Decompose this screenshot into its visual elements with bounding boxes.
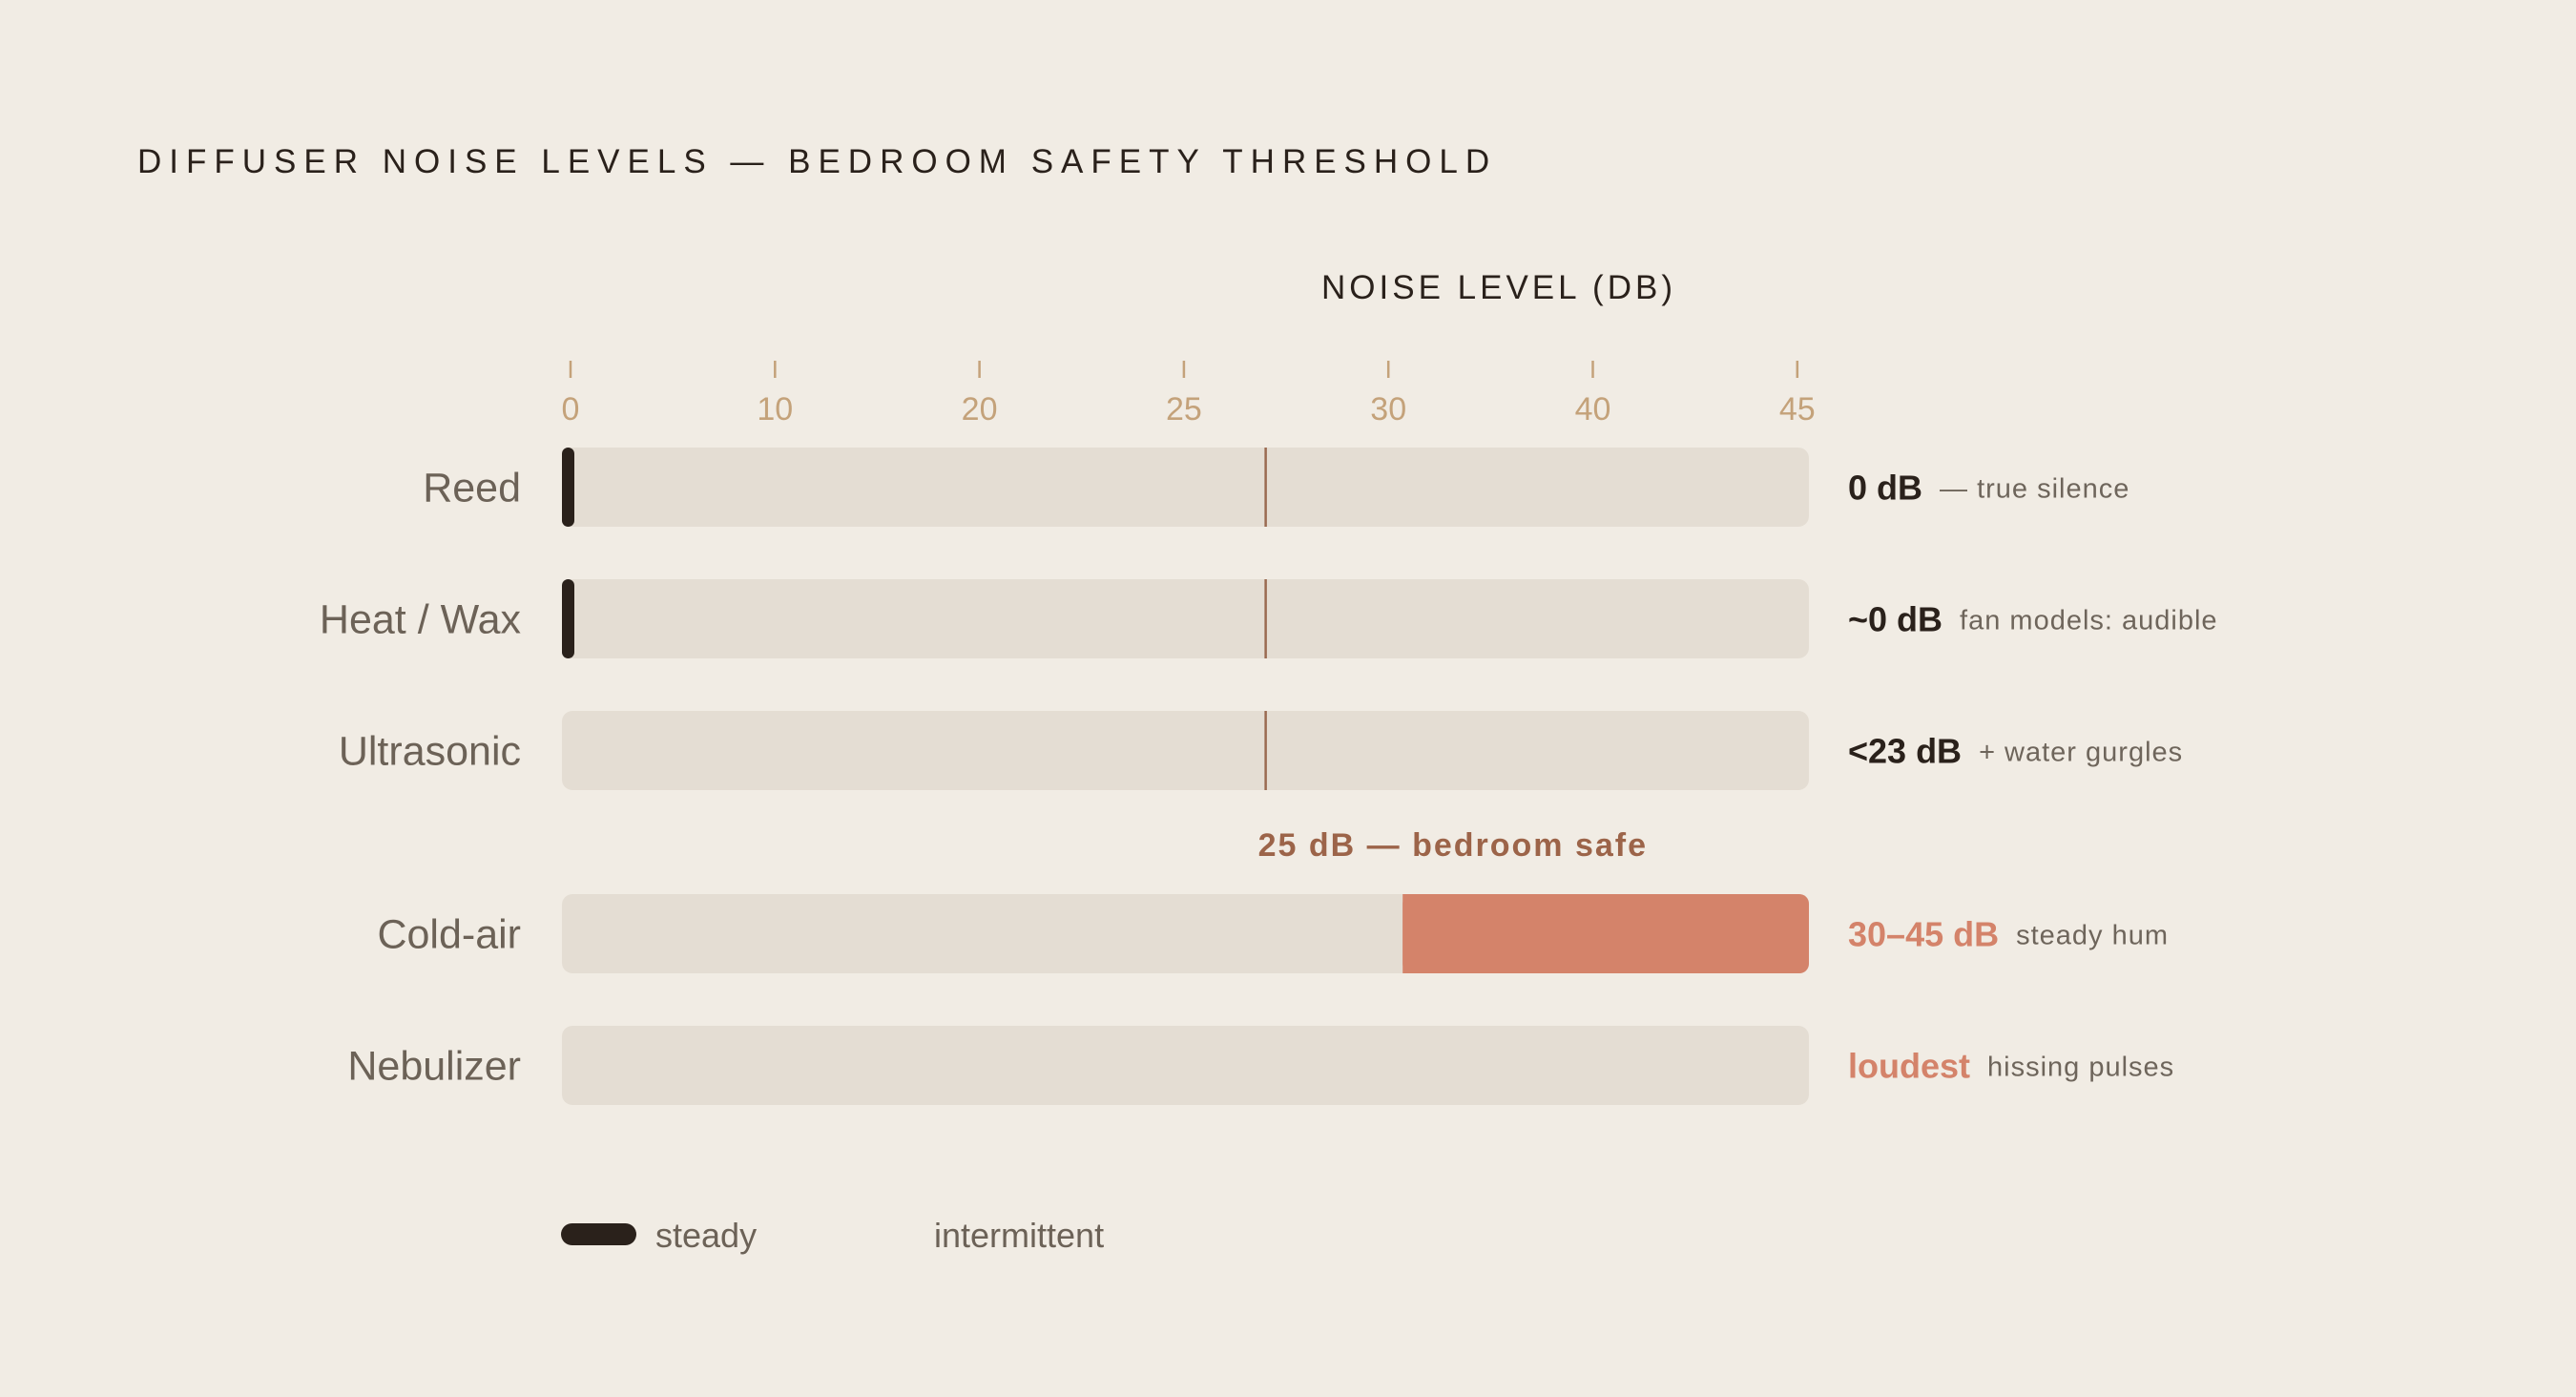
- note-label: — true silence: [1940, 474, 2129, 505]
- note-label: hissing pulses: [1987, 1053, 2174, 1083]
- note-label: steady hum: [2016, 921, 2169, 951]
- x-tick-label: 45: [1779, 391, 1816, 427]
- legend-swatch-steady: [561, 1223, 636, 1245]
- bar-row: Reed 0 dB — true silence: [423, 448, 2129, 527]
- bar-row: Cold-air 30–45 dB steady hum: [377, 894, 2169, 973]
- category-label: Reed: [423, 466, 521, 511]
- x-tick-label: 10: [757, 391, 793, 427]
- x-axis-title: NOISE LEVEL (DB): [1321, 269, 1676, 306]
- x-tick-label: 20: [962, 391, 998, 427]
- bar-track: [562, 711, 1809, 790]
- x-tick-label: 0: [562, 391, 580, 427]
- chart-title: DIFFUSER NOISE LEVELS — BEDROOM SAFETY T…: [137, 143, 1497, 180]
- value-label: ~0 dB: [1848, 600, 1942, 639]
- note-label: + water gurgles: [1979, 738, 2183, 768]
- bar-range-edge: [1402, 894, 1417, 973]
- category-label: Nebulizer: [347, 1044, 521, 1090]
- bar-row: Nebulizer loudest hissing pulses: [347, 1026, 2174, 1105]
- legend: steady intermittent: [561, 1216, 1104, 1255]
- value-label: 30–45 dB: [1848, 915, 1999, 954]
- x-tick-label: 40: [1575, 391, 1611, 427]
- x-tick-label: 25: [1166, 391, 1202, 427]
- x-tick-label: 30: [1370, 391, 1406, 427]
- bar-row: Ultrasonic <23 dB + water gurgles: [339, 711, 2183, 790]
- steady-marker: [562, 448, 574, 527]
- category-label: Cold-air: [377, 912, 521, 958]
- bar-track: [562, 579, 1809, 658]
- value-label: loudest: [1848, 1047, 1970, 1086]
- threshold-label: 25 dB — bedroom safe: [1258, 827, 1648, 864]
- bar-rows: Reed 0 dB — true silence Heat / Wax ~0 dB fan…: [320, 448, 2218, 1105]
- category-label: Heat / Wax: [320, 597, 522, 643]
- bar-track: [562, 448, 1809, 527]
- value-label: 0 dB: [1848, 469, 1922, 508]
- category-label: Ultrasonic: [339, 729, 521, 775]
- steady-marker: [562, 579, 574, 658]
- value-label: <23 dB: [1848, 732, 1962, 771]
- bar-row: Heat / Wax ~0 dB fan models: audible: [320, 579, 2218, 658]
- bar-range: [1402, 894, 1809, 973]
- note-label: fan models: audible: [1960, 606, 2218, 636]
- legend-label-intermittent: intermittent: [934, 1216, 1104, 1255]
- x-axis-ticks: 0 10 20 25 30 40 45: [562, 361, 1816, 427]
- legend-label-steady: steady: [655, 1216, 757, 1255]
- bar-track: [562, 1026, 1809, 1105]
